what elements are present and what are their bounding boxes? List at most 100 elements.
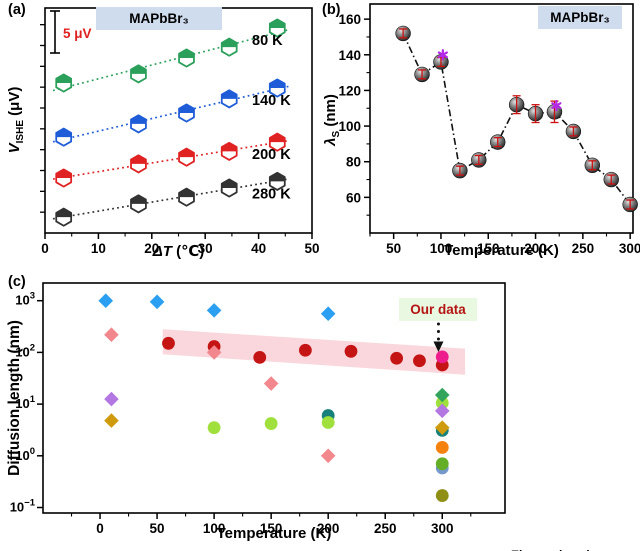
panel-b-title: MAPbBr₃ [538, 6, 622, 29]
diamond-marker [104, 391, 119, 407]
points-IrMn [435, 457, 449, 471]
diamond-marker [320, 448, 336, 464]
panel-a: 0 10 20 30 40 50 80 K 140 K 200 K 280 K (a) MAPbB… [0, 0, 330, 272]
asterisk-marker [551, 99, 562, 112]
panel-c-chart: 103 102 101 100 10−1 0 50 100 150 200 250 300 [10, 282, 506, 536]
diamond-marker [149, 294, 165, 310]
our-data-arrow [433, 322, 444, 352]
series-label: 140 K [252, 93, 291, 109]
y-tick-label: 103 [15, 291, 35, 308]
circle-marker [344, 344, 358, 358]
x-tick-label: 30 [198, 241, 213, 256]
x-tick-label: 50 [304, 241, 319, 256]
series-label: 280 K [252, 186, 291, 202]
panel-a-ylabel: VISHE (μV) [6, 10, 26, 230]
x-tick-label: 300 [619, 241, 640, 256]
circle-marker [321, 416, 335, 429]
panel-a-ylabel-unit: (μV) [6, 86, 23, 120]
panel-b-ylabel-unit: (nm) [322, 94, 339, 131]
panel-a-xlabel: ΔT (℃) [45, 242, 312, 260]
circle-marker [253, 351, 267, 364]
legend-header-electronic-spin: Electronic spin [511, 548, 640, 551]
panel-a-ylabel-sub: ISHE [15, 120, 26, 144]
diamond-marker [320, 306, 336, 322]
circle-marker [264, 417, 278, 430]
points-Cu [98, 293, 336, 322]
panel-b-xlabel: Temperature (K) [444, 242, 559, 259]
circle-marker [435, 457, 449, 471]
plot-frame [369, 3, 634, 234]
points-CoO [321, 409, 449, 437]
circle-marker [413, 354, 426, 368]
scalebar-label: 5 μV [63, 26, 92, 41]
series-200K: 200 K [52, 132, 291, 188]
diamond-marker [104, 327, 119, 342]
y-tick-label: 100 [338, 119, 361, 134]
asterisk-marker [437, 49, 448, 61]
panel-b-ylabel-symbol: λ [322, 137, 339, 146]
y-tick-label: 101 [15, 394, 35, 411]
panel-a-title: MAPbBr₃ [96, 7, 222, 30]
y-tick-label: 102 [15, 342, 35, 359]
y-tick-label: 140 [338, 48, 361, 63]
y-tick-label: 100 [15, 446, 35, 463]
series-label: 200 K [252, 147, 291, 163]
circle-marker [390, 351, 404, 365]
points-Pt [104, 413, 450, 435]
y-tick-label: 60 [346, 190, 361, 205]
panel-a-chart: 0 10 20 30 40 50 80 K 140 K 200 K 280 K [40, 7, 320, 256]
points-SrTiO₃ [435, 489, 449, 502]
panel-c-xlabel: Temperature (K) [216, 525, 332, 542]
legend: Electronic spinCuRef.55MAPbBr₃Ref.14AuRe… [510, 548, 640, 551]
circle-marker [298, 343, 312, 357]
diamond-marker [434, 420, 450, 435]
panel-b-chart: 60 80 100 120 140 160 50 100 150 200 250 300 [338, 3, 640, 256]
circle-marker [435, 396, 449, 410]
panel-a-label: (a) [8, 2, 26, 18]
series-140K: 140 K [52, 78, 291, 147]
x-tick-label: 10 [91, 241, 106, 256]
panel-b-label: (b) [322, 2, 341, 18]
circle-marker [435, 441, 449, 454]
panel-a-xlabel-symbol: ΔT [152, 243, 172, 260]
series-280K: 280 K [52, 171, 291, 227]
x-tick-label: 20 [144, 241, 159, 256]
x-tick-label: 40 [251, 241, 266, 256]
points-NiO [207, 396, 449, 435]
highlight-band [162, 329, 466, 375]
y-tick-label: 160 [338, 12, 361, 27]
y-tick-label: 10−1 [10, 498, 36, 515]
points-FAPbBr₃ [435, 350, 449, 364]
x-tick-label: 50 [386, 241, 401, 256]
x-tick-label: 0 [41, 241, 49, 256]
circle-marker [162, 336, 175, 350]
diamond-marker [263, 376, 279, 391]
panel-b-ylabel-sub: S [331, 130, 342, 138]
diamond-marker [434, 403, 450, 419]
diamond-marker [104, 413, 119, 428]
x-tick-label: 300 [431, 521, 454, 536]
panel-c: 103 102 101 100 10−1 0 50 100 150 200 250 300 (c) O… [0, 272, 640, 551]
circle-marker [435, 350, 449, 364]
diamond-marker [98, 293, 114, 308]
x-tick-label: 250 [374, 521, 397, 536]
y-tick-label: 120 [338, 83, 361, 98]
panel-c-ylabel: Diffusion length (nm) [6, 320, 23, 476]
series-80K: 80 K [52, 18, 290, 93]
x-tick-label: 200 [524, 241, 547, 256]
diamond-marker [206, 303, 222, 318]
circle-marker [207, 421, 221, 435]
trend-line [52, 85, 290, 143]
plot-frame [42, 282, 506, 514]
diamond-marker [206, 345, 222, 360]
our-data-annotation: Our data [399, 298, 477, 321]
panel-a-xlabel-unit: (℃) [171, 243, 205, 260]
x-tick-label: 250 [572, 241, 595, 256]
series-label: 80 K [252, 33, 283, 49]
panel-b-ylabel: λS (nm) [322, 10, 342, 230]
points-Cr₂O₃ [435, 441, 449, 454]
x-tick-label: 0 [96, 521, 104, 536]
x-tick-label: 100 [203, 521, 226, 536]
trend-line [52, 28, 290, 92]
